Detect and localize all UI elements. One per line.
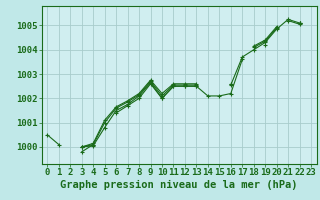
X-axis label: Graphe pression niveau de la mer (hPa): Graphe pression niveau de la mer (hPa) bbox=[60, 180, 298, 190]
